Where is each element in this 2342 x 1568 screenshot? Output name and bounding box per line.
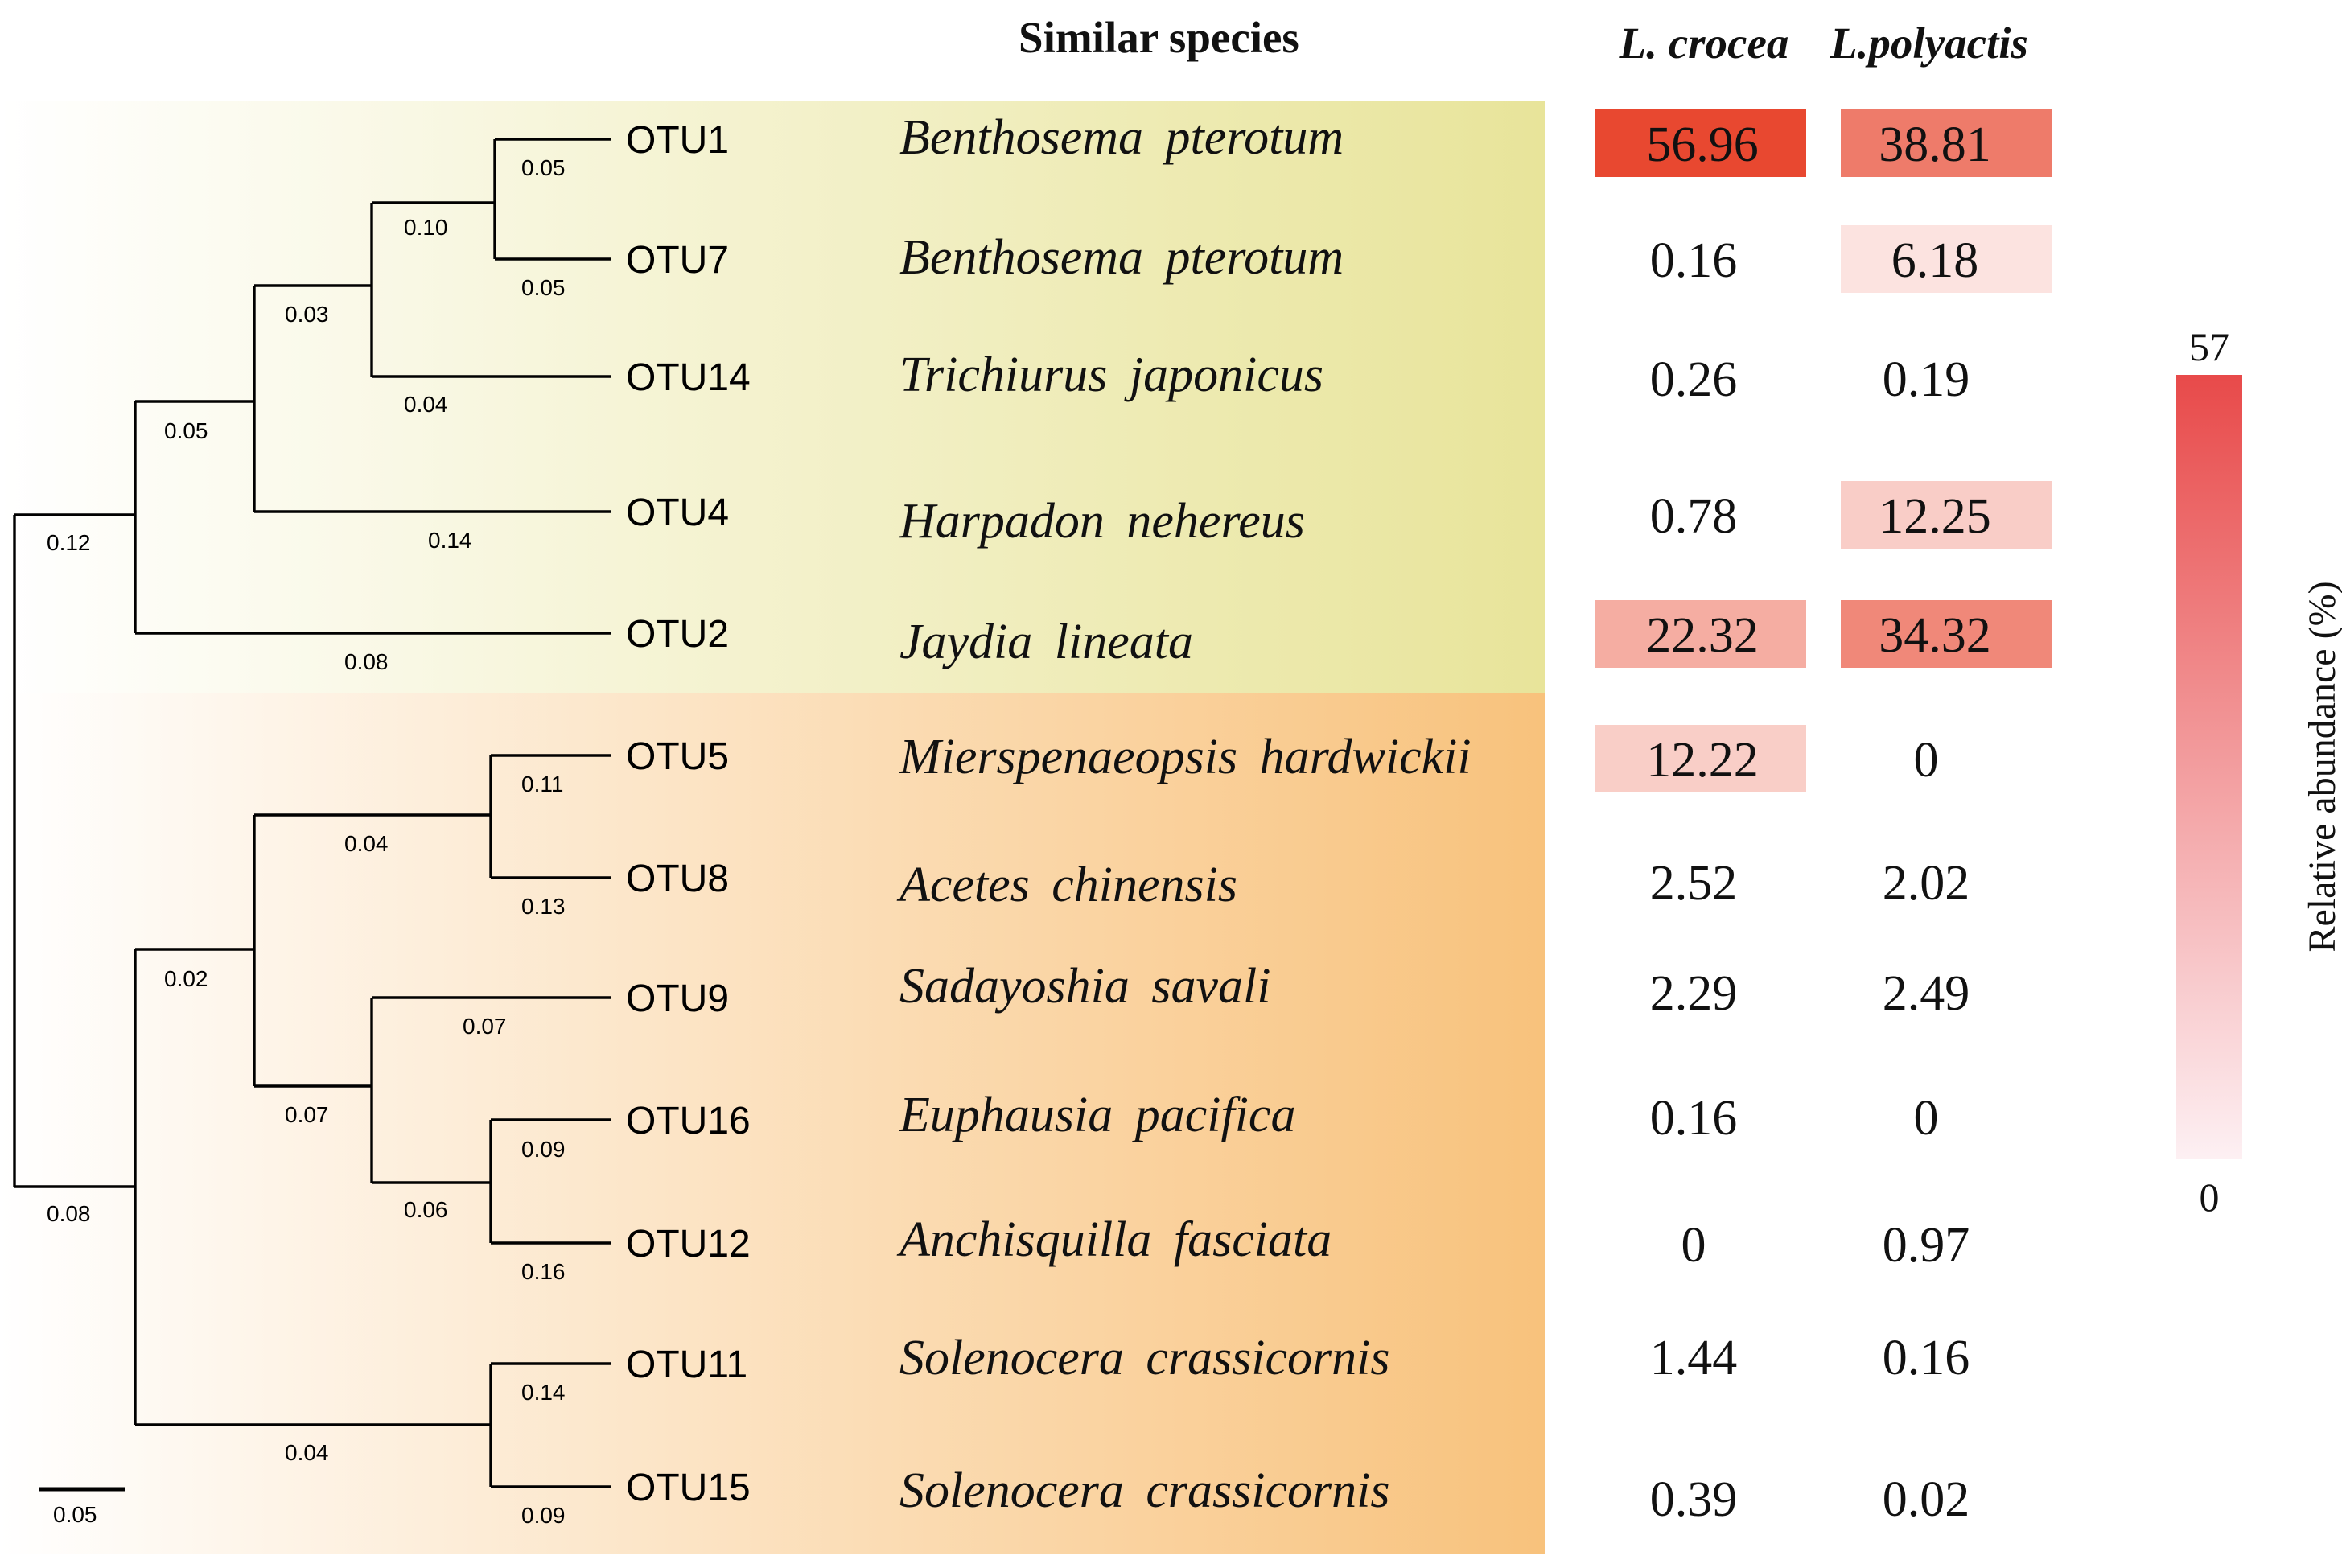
colorbar-max-label: 57 <box>2189 324 2229 369</box>
branch-length-label: 0.14 <box>521 1380 566 1405</box>
species-name: Solenocera crassicornis <box>899 1463 1390 1518</box>
otu-label: OTU8 <box>626 858 729 900</box>
scale-bar-label: 0.05 <box>53 1502 97 1527</box>
branch-length-label: 0.08 <box>47 1201 91 1226</box>
species-name: Euphausia pacifica <box>899 1088 1295 1142</box>
abundance-value-lcrocea: 1.44 <box>1650 1331 1738 1385</box>
abundance-value-lcrocea: 22.32 <box>1646 608 1759 663</box>
species-name: Anchisquilla fasciata <box>896 1212 1332 1267</box>
abundance-value-lpolyactis: 0.19 <box>1883 352 1970 407</box>
abundance-value-lpolyactis: 0.16 <box>1883 1331 1970 1385</box>
otu-label: OTU2 <box>626 613 729 656</box>
branch-length-label: 0.04 <box>404 392 448 417</box>
species-name: Jaydia lineata <box>899 615 1193 669</box>
otu-label: OTU4 <box>626 492 729 534</box>
abundance-value-lcrocea: 0.16 <box>1650 1091 1738 1146</box>
abundance-value-lcrocea: 0.78 <box>1650 489 1738 544</box>
fish-group-background <box>0 101 1545 693</box>
abundance-value-lpolyactis: 0.02 <box>1883 1472 1970 1527</box>
header-l-crocea: L. crocea <box>1619 19 1789 68</box>
branch-length-label: 0.09 <box>521 1503 566 1528</box>
abundance-value-lcrocea: 0.26 <box>1650 352 1738 407</box>
species-name: Solenocera crassicornis <box>899 1331 1390 1385</box>
heatmap-cell-lpolyactis <box>1841 225 2052 293</box>
species-name: Acetes chinensis <box>896 858 1237 912</box>
branch-length-label: 0.04 <box>344 831 389 856</box>
branch-length-label: 0.12 <box>47 530 91 555</box>
heatmap-cell-lpolyactis <box>1841 109 2052 177</box>
species-name: Trichiurus japonicus <box>899 348 1323 402</box>
branch-length-label: 0.07 <box>463 1014 507 1039</box>
otu-label: OTU5 <box>626 735 729 778</box>
otu-label: OTU16 <box>626 1100 751 1142</box>
branch-length-label: 0.14 <box>428 528 472 553</box>
branch-length-label: 0.11 <box>521 772 563 796</box>
otu-label: OTU1 <box>626 119 729 162</box>
species-name: Benthosema pterotum <box>899 110 1344 165</box>
heatmap-cell-lpolyactis <box>1841 600 2052 668</box>
branch-length-label: 0.02 <box>164 966 208 991</box>
abundance-value-lpolyactis: 34.32 <box>1879 608 1991 663</box>
otu-label: OTU15 <box>626 1467 751 1509</box>
species-name: Sadayoshia savali <box>899 959 1270 1014</box>
branch-length-label: 0.05 <box>521 155 566 180</box>
branch-length-label: 0.08 <box>344 649 389 674</box>
abundance-value-lpolyactis: 2.49 <box>1883 966 1970 1021</box>
heatmap-cell-lcrocea <box>1595 725 1806 792</box>
otu-label: OTU12 <box>626 1223 751 1266</box>
abundance-value-lpolyactis: 0.97 <box>1883 1218 1970 1273</box>
phylogenetic-tree <box>13 138 611 1488</box>
branch-length-label: 0.03 <box>285 302 329 327</box>
abundance-value-lpolyactis: 0 <box>1914 1091 1939 1146</box>
colorbar-min-label: 0 <box>2200 1175 2220 1220</box>
colorbar-title: Relative abundance (%) <box>2301 581 2342 952</box>
abundance-value-lpolyactis: 12.25 <box>1879 489 1991 544</box>
branch-length-label: 0.10 <box>404 215 448 240</box>
otu-label: OTU11 <box>626 1344 747 1386</box>
otu-label: OTU7 <box>626 239 729 282</box>
species-name: Harpadon nehereus <box>899 494 1305 549</box>
heatmap-cell-lcrocea <box>1595 109 1806 177</box>
abundance-value-lpolyactis: 6.18 <box>1891 233 1979 288</box>
abundance-value-lcrocea: 2.29 <box>1650 966 1738 1021</box>
otu-label: OTU9 <box>626 977 729 1020</box>
branch-length-label: 0.06 <box>404 1197 448 1222</box>
abundance-value-lcrocea: 0.39 <box>1650 1472 1738 1527</box>
abundance-value-lpolyactis: 2.02 <box>1883 856 1970 911</box>
abundance-value-lcrocea: 0.16 <box>1650 233 1738 288</box>
branch-length-label: 0.04 <box>285 1440 329 1465</box>
heatmap-cell-lpolyactis <box>1841 481 2052 549</box>
colorbar <box>2176 375 2242 1159</box>
heatmap-cell-lcrocea <box>1595 600 1806 668</box>
header-similar-species: Similar species <box>1019 13 1299 62</box>
branch-length-label: 0.07 <box>285 1102 329 1127</box>
species-name: Mierspenaeopsis hardwickii <box>899 730 1471 784</box>
branch-length-label: 0.16 <box>521 1259 566 1284</box>
abundance-value-lpolyactis: 0 <box>1914 733 1939 788</box>
crustacean-group-background <box>0 693 1545 1554</box>
branch-length-label: 0.05 <box>164 418 208 443</box>
abundance-value-lpolyactis: 38.81 <box>1879 117 1991 172</box>
branch-length-label: 0.09 <box>521 1137 566 1162</box>
otu-rows: OTU1 Benthosema pterotum 56.96 38.81 OTU7 Ben… <box>626 109 2052 1527</box>
branch-length-labels: 0.05 0.05 0.10 0.04 0.03 0.14 0.05 0.08 … <box>47 155 566 1528</box>
species-name: Benthosema pterotum <box>899 230 1344 285</box>
abundance-value-lcrocea: 56.96 <box>1646 117 1759 172</box>
abundance-value-lcrocea: 0 <box>1681 1218 1706 1273</box>
otu-label: OTU14 <box>626 356 751 399</box>
branch-length-label: 0.05 <box>521 275 566 300</box>
branch-length-label: 0.13 <box>521 894 566 919</box>
abundance-value-lcrocea: 2.52 <box>1650 856 1738 911</box>
header-l-polyactis: L.polyactis <box>1830 19 2028 68</box>
abundance-value-lcrocea: 12.22 <box>1646 733 1759 788</box>
